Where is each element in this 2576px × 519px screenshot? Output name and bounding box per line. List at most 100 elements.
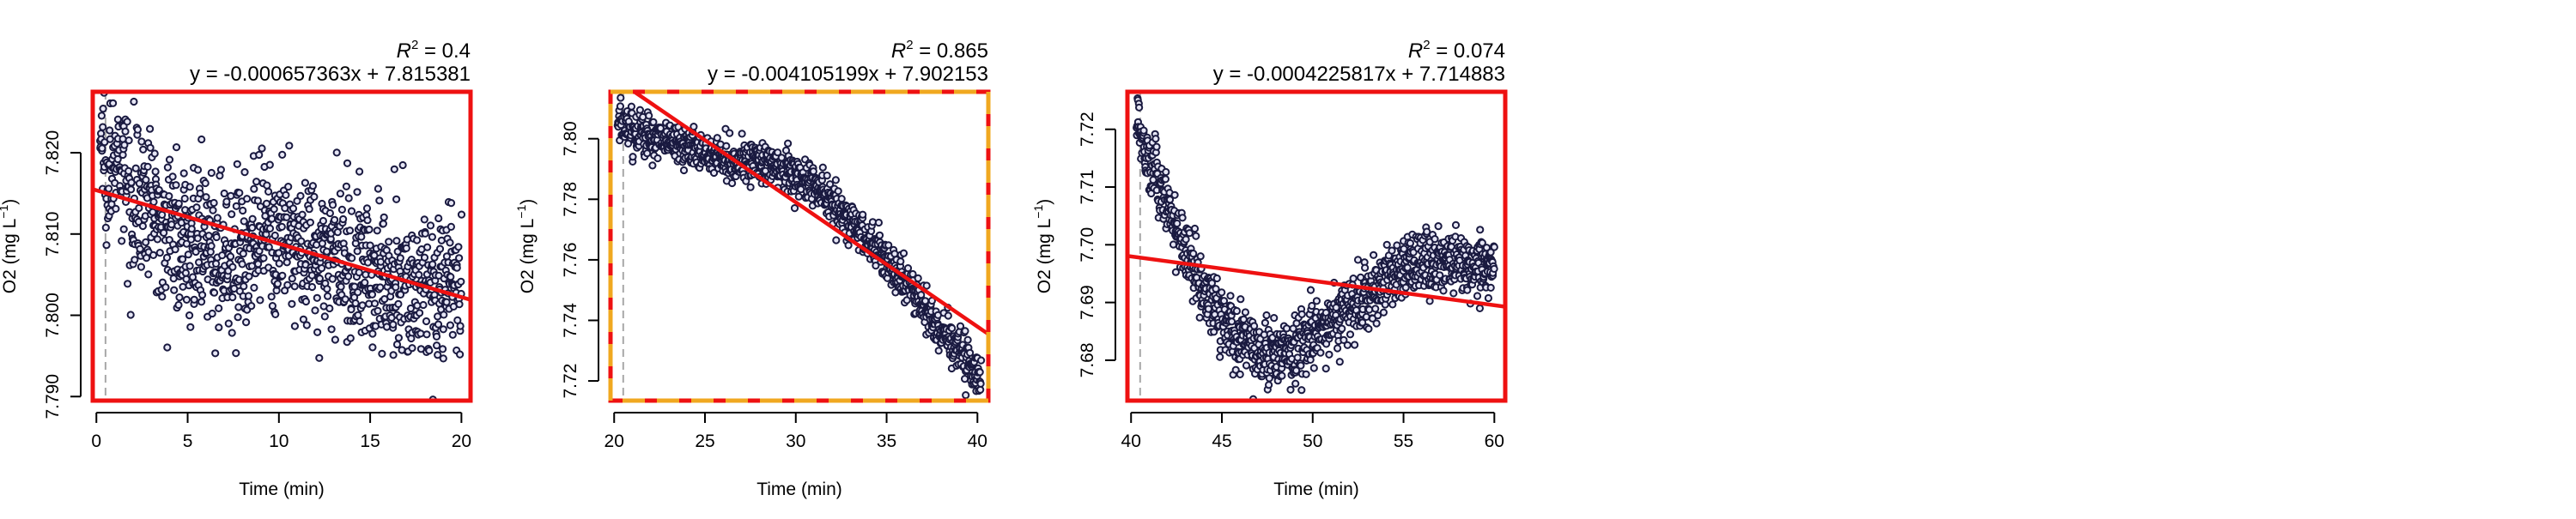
data-point [1282, 324, 1291, 333]
data-point [1292, 366, 1301, 375]
data-point [1449, 289, 1458, 298]
data-point [1239, 315, 1248, 323]
data-point [142, 238, 150, 246]
data-point [160, 228, 168, 237]
data-point [179, 282, 187, 291]
data-point [126, 311, 135, 319]
data-point [222, 197, 231, 206]
data-point [455, 254, 464, 263]
data-point [1250, 322, 1259, 330]
data-point [358, 301, 367, 310]
data-point [1439, 287, 1448, 295]
data-point [643, 149, 652, 158]
data-point [240, 282, 248, 291]
data-point [252, 178, 261, 186]
data-point [337, 282, 345, 291]
data-point [649, 118, 658, 126]
data-point [131, 256, 139, 264]
data-point [434, 214, 443, 223]
data-point [187, 225, 196, 233]
data-point [346, 334, 355, 342]
data-point [293, 196, 301, 205]
data-point [823, 172, 831, 180]
data-point [1335, 358, 1344, 366]
data-point [1171, 268, 1181, 276]
data-point [396, 290, 405, 299]
r-squared-label: R2 = 0.4 [397, 38, 471, 63]
data-point [170, 286, 179, 294]
data-point [149, 208, 157, 216]
data-point [394, 299, 403, 308]
data-point [1353, 256, 1363, 264]
plot-border [90, 89, 473, 403]
y-axis-label: O2 (mg L−1) [514, 199, 538, 294]
data-point [175, 293, 184, 302]
data-point [355, 269, 363, 277]
x-axis: 20 25 30 35 40 Time (min) [605, 412, 987, 499]
data-point [1241, 308, 1250, 317]
data-point [1393, 241, 1401, 250]
data-point [1401, 283, 1410, 292]
data-point [308, 182, 317, 190]
data-point [124, 280, 132, 288]
data-point [348, 254, 356, 263]
data-point [1218, 288, 1226, 297]
data-point [374, 184, 382, 193]
y-axis-label-exponent: −1 [514, 205, 528, 219]
data-point [185, 262, 194, 270]
data-point [363, 216, 372, 225]
data-point [193, 234, 202, 243]
data-point [728, 178, 737, 188]
data-point [112, 204, 120, 213]
data-point [158, 293, 167, 301]
data-point [1190, 224, 1200, 233]
plot-border [1125, 89, 1508, 403]
data-point [99, 105, 107, 113]
x-tick-label: 0 [91, 431, 101, 451]
data-point [182, 295, 191, 304]
data-point [1261, 318, 1270, 327]
data-point [447, 222, 456, 231]
data-point [948, 324, 957, 333]
data-point [1475, 304, 1485, 312]
data-point [143, 162, 152, 171]
data-point [342, 182, 350, 190]
data-point [184, 250, 192, 259]
data-point [149, 250, 158, 259]
regression-line [93, 187, 471, 302]
data-point [353, 188, 361, 196]
data-point [844, 241, 853, 250]
data-point [233, 160, 241, 168]
r-squared-symbol: R [397, 39, 411, 63]
data-point [125, 136, 133, 145]
data-point [396, 254, 404, 263]
data-point [204, 232, 213, 240]
y-axis-label: O2 (mg L−1) [0, 199, 20, 294]
data-point [442, 298, 451, 306]
data-point [896, 257, 905, 266]
data-point [1265, 374, 1273, 383]
data-point [975, 368, 984, 377]
data-point [332, 148, 341, 157]
data-point [313, 328, 322, 336]
data-point [1365, 305, 1374, 314]
data-point [832, 236, 841, 244]
data-point [629, 153, 637, 161]
data-point [275, 259, 283, 268]
data-point [1388, 300, 1397, 309]
data-point [315, 353, 324, 362]
data-point [653, 154, 662, 163]
data-point [376, 257, 385, 266]
data-point [353, 247, 361, 256]
data-point [151, 167, 160, 176]
data-point [1297, 361, 1305, 370]
data-point [118, 237, 126, 245]
data-point [1370, 250, 1378, 259]
data-point [1182, 235, 1190, 244]
data-point [320, 312, 329, 321]
data-point [339, 214, 348, 224]
data-point [305, 205, 313, 214]
data-point [917, 291, 926, 299]
data-point [648, 161, 657, 170]
